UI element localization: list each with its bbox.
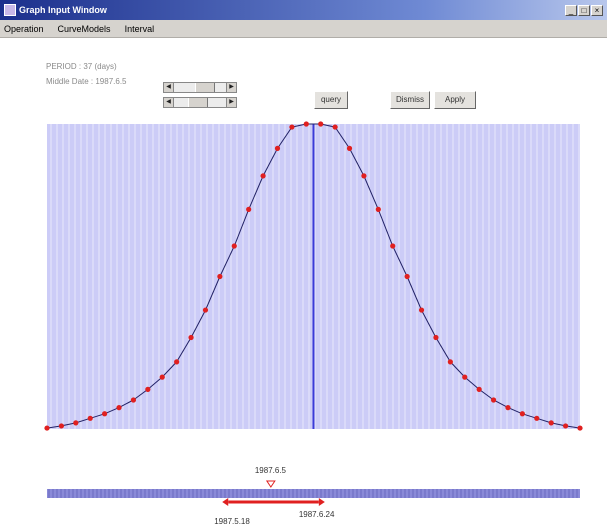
data-point (159, 374, 165, 380)
data-point (130, 397, 137, 403)
app-icon (4, 4, 16, 16)
data-point (188, 334, 194, 341)
data-point (548, 420, 554, 426)
data-point (102, 411, 108, 417)
middle-date-label: Middle Date : 1987.6.5 (46, 77, 127, 86)
data-point (44, 425, 50, 431)
data-point (490, 397, 497, 403)
menu-bar: Operation CurveModels Interval (0, 20, 607, 38)
slider-left-arrow-icon[interactable]: ◀ (164, 83, 174, 92)
data-point (303, 121, 309, 127)
data-point (174, 359, 180, 365)
data-point (462, 374, 468, 380)
title-bar: Graph Input Window _ □ × (0, 0, 607, 20)
dismiss-button[interactable]: Dismiss (390, 91, 430, 109)
data-point (318, 121, 324, 127)
slider-right-arrow-icon[interactable]: ▶ (226, 83, 236, 92)
data-point (519, 411, 525, 417)
data-point (433, 334, 439, 341)
data-point (332, 124, 338, 130)
data-point (418, 307, 425, 313)
data-point (260, 173, 266, 179)
data-point (361, 173, 367, 179)
data-point (246, 206, 252, 212)
data-point (346, 145, 353, 151)
data-point (447, 359, 453, 365)
window-title: Graph Input Window (19, 5, 107, 15)
data-point (505, 405, 511, 411)
middle-marker-icon (265, 480, 276, 488)
slider-right-arrow-icon[interactable]: ▶ (226, 98, 236, 107)
slider-thumb[interactable] (195, 83, 215, 92)
data-point (274, 145, 281, 151)
data-point (217, 273, 223, 280)
data-point (404, 273, 410, 280)
data-point (231, 243, 237, 249)
data-point (390, 243, 396, 249)
timeline-end-date: 1987.6.24 (298, 510, 335, 519)
series-line (46, 123, 581, 429)
slider-track[interactable] (174, 83, 226, 92)
menu-operation[interactable]: Operation (4, 23, 44, 34)
data-point (289, 124, 295, 130)
menu-curve-models[interactable]: CurveModels (57, 23, 111, 34)
slider-left-arrow-icon[interactable]: ◀ (164, 98, 174, 107)
timeline-middle-date: 1987.6.5 (254, 466, 286, 475)
data-point (476, 386, 482, 392)
maximize-icon[interactable]: □ (578, 4, 590, 16)
period-slider[interactable]: ◀ ▶ (163, 82, 237, 93)
data-point (202, 307, 209, 313)
apply-button[interactable]: Apply (434, 91, 476, 109)
data-point (375, 206, 381, 212)
range-end-handle-icon (318, 498, 325, 506)
data-point (58, 423, 65, 429)
slider-thumb[interactable] (188, 98, 208, 107)
timeline-start-date: 1987.5.18 (214, 517, 250, 526)
data-point (534, 415, 540, 421)
data-point (116, 405, 122, 411)
middle-date-slider[interactable]: ◀ ▶ (163, 97, 237, 108)
minimize-icon[interactable]: _ (565, 4, 577, 16)
range-start-handle-icon (222, 498, 229, 506)
data-point (73, 420, 79, 426)
menu-interval[interactable]: Interval (124, 23, 155, 34)
data-point (577, 425, 583, 431)
data-point (562, 423, 569, 429)
close-icon[interactable]: × (591, 4, 603, 16)
query-button[interactable]: query (314, 91, 348, 109)
data-point (87, 415, 93, 421)
data-point (145, 386, 151, 392)
slider-track[interactable] (174, 98, 226, 107)
period-label: PERIOD : 37 (days) (46, 62, 117, 71)
